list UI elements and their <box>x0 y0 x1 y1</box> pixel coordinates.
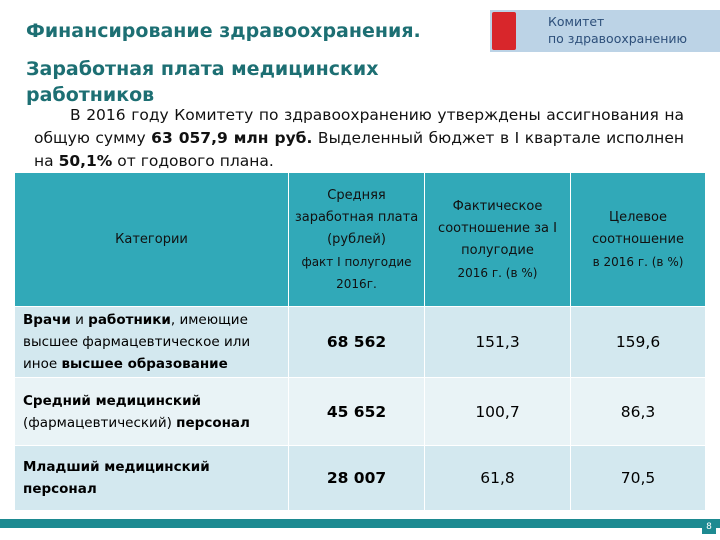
text-run: 50,1% <box>58 152 113 170</box>
text-run: высшее образование <box>61 356 228 372</box>
table: Категории Средняя заработная плата (рубле… <box>14 172 706 511</box>
value-cell: 70,5 <box>570 445 706 511</box>
text-run: 63 057,9 млн руб. <box>151 129 313 147</box>
text-run: Врачи <box>23 312 71 328</box>
header-text: Средняя заработная плата (рублей) <box>294 187 419 247</box>
page-number: 8 <box>702 520 716 534</box>
table-row: Врачи и работники, имеющие высшее фармац… <box>14 306 706 378</box>
value-cell: 151,3 <box>424 306 571 378</box>
column-header: Средняя заработная плата (рублей) факт I … <box>288 172 425 307</box>
text-run: работники <box>88 312 171 328</box>
footer-bar <box>0 519 720 528</box>
header-row: Категории Средняя заработная плата (рубле… <box>14 172 706 307</box>
value-cell: 159,6 <box>570 306 706 378</box>
header-note: в 2016 г. (в %) <box>592 254 684 269</box>
table-row: Младший медицинский персонал 28 007 61,8 70… <box>14 445 706 511</box>
logo-band <box>490 10 720 52</box>
logo-line: по здравоохранению <box>548 31 688 46</box>
emblem <box>492 12 516 50</box>
value-cell: 100,7 <box>424 377 571 446</box>
text-run: В 2016 году Комитету по здравоохранению … <box>34 106 684 147</box>
value-cell: 45 652 <box>288 377 425 446</box>
column-header: Целевое соотношение в 2016 г. (в %) <box>570 172 706 307</box>
intro: В 2016 году Комитету по здравоохранению … <box>34 104 684 173</box>
subtitle: Заработная плата медицинских работников <box>26 58 379 106</box>
header-text: Целевое соотношение <box>592 209 684 247</box>
column-header: Фактическое соотношение за I полугодие 20… <box>424 172 571 307</box>
column-header: Категории <box>14 172 289 307</box>
logo-line: Комитет <box>548 14 605 29</box>
value-cell: 86,3 <box>570 377 706 446</box>
text-run: и <box>70 312 89 328</box>
title: Финансирование здравоохранения. <box>26 20 421 42</box>
text-run: персонал <box>176 414 250 431</box>
category-cell: Средний медицинский (фармацевтический) п… <box>14 377 289 446</box>
value-cell: 68 562 <box>288 306 425 378</box>
text-run: Выделенный бюджет в I квартале исполнен … <box>34 129 684 170</box>
table-row: Средний медицинский (фармацевтический) п… <box>14 377 706 446</box>
text-run: от годового плана. <box>112 152 274 170</box>
header-text: Фактическое соотношение за I полугодие <box>438 198 557 258</box>
value-cell: 28 007 <box>288 445 425 511</box>
text-run: , имеющие высшее фармацевтическое или ин… <box>23 312 251 372</box>
text-run: Средний медицинский <box>23 392 202 409</box>
header-note: 2016 г. (в %) <box>457 265 538 280</box>
header-note: факт I полугодие 2016г. <box>301 254 412 291</box>
category-cell: Младший медицинский персонал <box>14 445 289 511</box>
logo-text: Комитет по здравоохранению <box>548 13 687 47</box>
category-cell: Врачи и работники, имеющие высшее фармац… <box>14 306 289 378</box>
value-cell: 61,8 <box>424 445 571 511</box>
header-text: Категории <box>115 231 188 247</box>
text-run: Младший медицинский персонал <box>23 459 210 497</box>
text-run: (фармацевтический) <box>23 414 177 431</box>
